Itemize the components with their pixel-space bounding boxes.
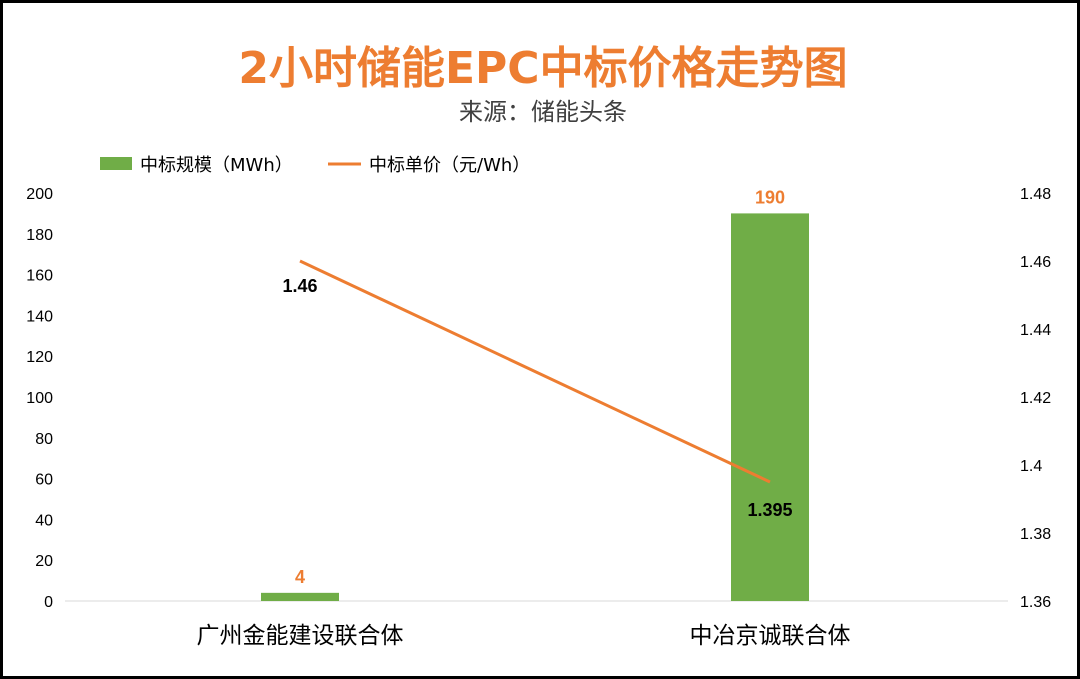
left-axis-tick: 160 xyxy=(26,268,53,285)
left-axis-tick: 40 xyxy=(35,512,53,529)
bar-data-label: 4 xyxy=(295,567,305,587)
right-axis-tick: 1.38 xyxy=(1020,526,1051,543)
price-line xyxy=(299,259,771,484)
right-axis: 1.36 1.38 1.4 1.42 1.44 1.46 1.48 xyxy=(1020,186,1051,611)
right-axis-tick: 1.4 xyxy=(1020,458,1042,475)
bar xyxy=(261,592,339,601)
left-axis-tick: 140 xyxy=(26,308,53,325)
chart-subtitle: 来源：储能头条 xyxy=(459,98,627,126)
legend: 中标规模（MWh） 中标单价（元/Wh） xyxy=(100,155,530,176)
left-axis-tick: 60 xyxy=(35,472,53,489)
category-labels: 广州金能建设联合体 中冶京诚联合体 xyxy=(197,623,851,649)
chart-title: 2小时储能EPC中标价格走势图 xyxy=(238,43,847,94)
left-axis-tick: 80 xyxy=(35,431,53,448)
left-axis-tick: 100 xyxy=(26,390,53,407)
category-label: 中冶京诚联合体 xyxy=(690,623,851,649)
legend-bar-swatch xyxy=(100,157,132,170)
line-data-label: 1.46 xyxy=(282,276,317,296)
line-series xyxy=(299,259,771,484)
bar-series xyxy=(261,213,809,601)
bar xyxy=(731,213,809,601)
combo-chart: 2小时储能EPC中标价格走势图 来源：储能头条 中标规模（MWh） 中标单价（元… xyxy=(26,43,1051,649)
left-axis-tick: 200 xyxy=(26,186,53,203)
bar-data-label: 190 xyxy=(755,187,785,207)
right-axis-tick: 1.46 xyxy=(1020,254,1051,271)
legend-line-label: 中标单价（元/Wh） xyxy=(369,155,530,176)
bar-data-labels: 4 190 xyxy=(295,187,785,586)
left-axis-tick: 180 xyxy=(26,227,53,244)
category-label: 广州金能建设联合体 xyxy=(197,623,404,649)
left-axis-tick: 20 xyxy=(35,553,53,570)
right-axis-tick: 1.42 xyxy=(1020,390,1051,407)
right-axis-tick: 1.44 xyxy=(1020,322,1051,339)
left-axis-tick: 120 xyxy=(26,349,53,366)
legend-bar-label: 中标规模（MWh） xyxy=(140,155,293,176)
left-axis-tick: 0 xyxy=(44,594,53,611)
line-data-label: 1.395 xyxy=(747,500,792,520)
left-axis: 0 20 40 60 80 100 120 140 160 180 200 xyxy=(26,186,53,611)
line-data-labels: 1.46 1.395 xyxy=(282,276,792,520)
right-axis-tick: 1.36 xyxy=(1020,594,1051,611)
right-axis-tick: 1.48 xyxy=(1020,186,1051,203)
